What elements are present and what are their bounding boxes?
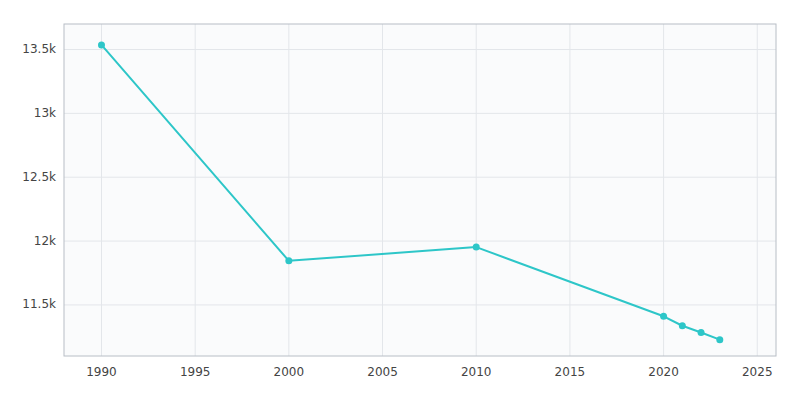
x-tick-label: 2010 [461, 365, 492, 379]
y-grid-line [64, 49, 776, 50]
y-tick-label: 11.5k [22, 297, 56, 311]
x-grid-line [288, 24, 289, 356]
grid [64, 24, 776, 356]
y-grid-line [64, 113, 776, 114]
plot-background [64, 24, 776, 356]
data-point [285, 257, 292, 264]
data-point [679, 322, 686, 329]
x-grid-line [663, 24, 664, 356]
data-point [98, 41, 105, 48]
x-tick-label: 2020 [648, 365, 679, 379]
x-tick-label: 2000 [274, 365, 305, 379]
y-grid-line [64, 304, 776, 305]
x-grid-line [757, 24, 758, 356]
x-tick-label: 2015 [555, 365, 586, 379]
data-point [698, 329, 705, 336]
x-grid-line [195, 24, 196, 356]
data-point [660, 313, 667, 320]
x-grid-line [476, 24, 477, 356]
x-grid-line [569, 24, 570, 356]
y-grid-line [64, 241, 776, 242]
x-tick-label: 1995 [180, 365, 211, 379]
data-layer [98, 41, 723, 343]
x-tick-label: 2005 [367, 365, 398, 379]
data-line [101, 45, 719, 340]
y-tick-label: 13k [34, 106, 56, 120]
page: {"chart_data": {"type": "line", "x": [19… [0, 0, 800, 400]
x-tick-label: 2025 [742, 365, 773, 379]
y-tick-label: 13.5k [22, 42, 56, 56]
x-tick-label: 1990 [86, 365, 117, 379]
x-grid-line [382, 24, 383, 356]
chart-svg: 11.5k 12k 12.5k 13k 13.5k 1990 1995 2000 2005 201… [0, 0, 800, 400]
y-grid-line [64, 177, 776, 178]
x-grid-line [101, 24, 102, 356]
plot-frame [64, 24, 776, 356]
y-tick-label: 12.5k [22, 170, 56, 184]
chart-container: 11.5k 12k 12.5k 13k 13.5k 1990 1995 2000 2005 201… [0, 0, 800, 400]
y-tick-label: 12k [34, 234, 56, 248]
data-point [716, 336, 723, 343]
data-point [473, 244, 480, 251]
axes: 11.5k 12k 12.5k 13k 13.5k 1990 1995 2000 2005 201… [22, 42, 772, 379]
